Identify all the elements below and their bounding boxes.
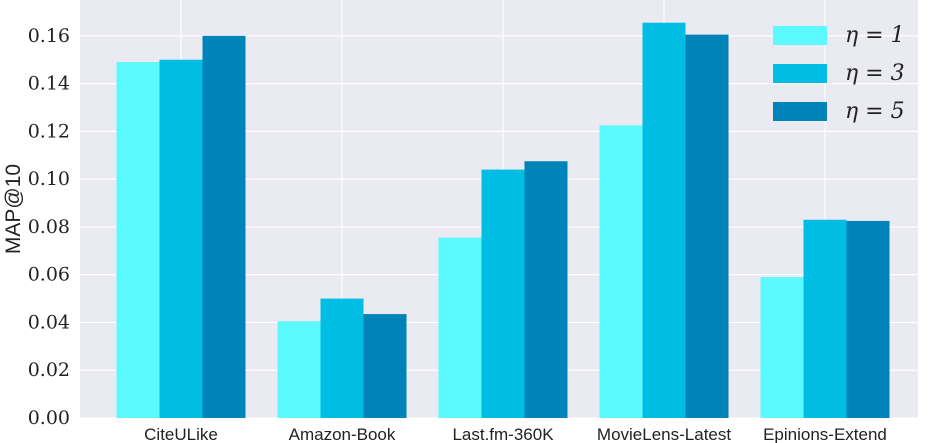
y-tick-label: 0.00 — [28, 407, 70, 429]
bar-epinions-extend-series-2 — [803, 219, 847, 418]
x-tick-labels: CiteULike Amazon-Book Last.fm-360K MovieLen… — [144, 425, 887, 443]
legend-swatch — [773, 26, 827, 45]
x-tick-label: Epinions-Extend — [763, 425, 887, 443]
y-tick-label: 0.04 — [28, 311, 70, 333]
bar-epinions-extend-series-3 — [846, 220, 890, 418]
legend-swatch — [773, 64, 827, 83]
y-tick-label: 0.02 — [28, 359, 70, 381]
legend-label: η = 1 — [845, 23, 905, 48]
y-tick-label: 0.06 — [28, 264, 70, 286]
bar-citeulike-series-1 — [116, 62, 160, 419]
x-tick-label: CiteULike — [144, 425, 218, 443]
legend-swatch — [773, 102, 827, 121]
bar-last-fm-360k-series-1 — [438, 237, 482, 418]
y-tick-label: 0.14 — [28, 73, 70, 95]
bar-citeulike-series-3 — [202, 35, 246, 418]
bar-amazon-book-series-1 — [277, 321, 321, 418]
y-tick-label: 0.10 — [28, 168, 70, 190]
bar-last-fm-360k-series-2 — [481, 169, 525, 418]
bar-last-fm-360k-series-3 — [524, 161, 568, 418]
x-tick-label: Amazon-Book — [289, 425, 396, 443]
y-tick-label: 0.08 — [28, 216, 70, 238]
bar-amazon-book-series-3 — [363, 314, 407, 418]
bars — [116, 22, 890, 419]
legend-label: η = 3 — [845, 61, 905, 86]
y-tick-label: 0.12 — [28, 120, 70, 142]
bar-amazon-book-series-2 — [320, 298, 364, 418]
bar-movielens-latest-series-1 — [599, 125, 643, 419]
y-tick-labels: 0.00 0.02 0.04 0.06 0.08 0.10 0.12 0.14 0.16 — [28, 25, 70, 429]
x-tick-label: Last.fm-360K — [452, 425, 554, 443]
legend: η = 1 η = 3 η = 5 — [773, 23, 905, 124]
bar-movielens-latest-series-3 — [685, 34, 729, 419]
bar-citeulike-series-2 — [159, 59, 203, 418]
y-axis-label: MAP@10 — [2, 164, 25, 254]
y-tick-label: 0.16 — [28, 25, 70, 47]
x-tick-label: MovieLens-Latest — [597, 425, 731, 443]
legend-label: η = 5 — [845, 99, 905, 124]
bar-movielens-latest-series-2 — [642, 22, 686, 418]
bar-epinions-extend-series-1 — [760, 277, 804, 418]
